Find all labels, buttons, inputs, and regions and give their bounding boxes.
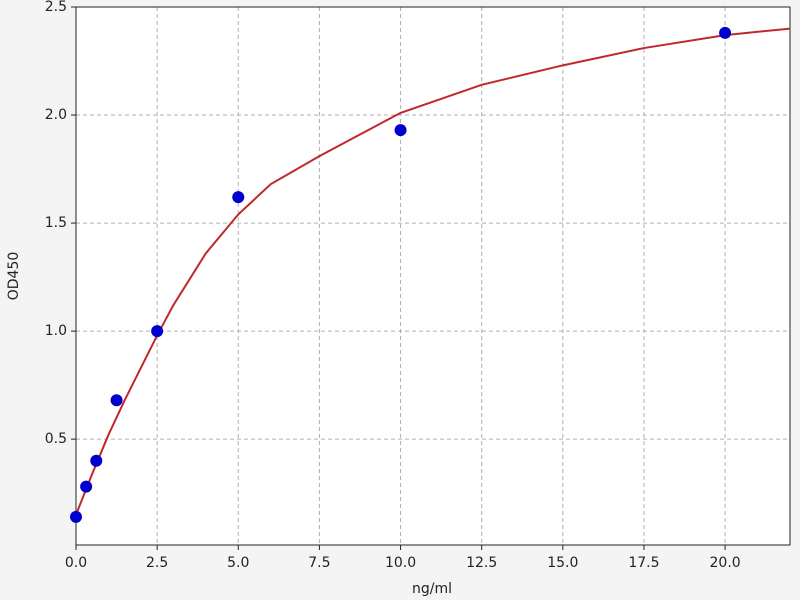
data-point [80, 480, 93, 493]
x-tick-label: 7.5 [308, 555, 330, 571]
y-tick-label: 2.5 [45, 0, 67, 15]
x-tick-label: 10.0 [385, 555, 416, 571]
data-point [394, 124, 407, 137]
data-point [719, 26, 732, 39]
x-tick-label: 20.0 [710, 555, 741, 571]
plot-area [76, 7, 790, 545]
y-tick-label: 0.5 [45, 431, 67, 447]
y-tick-label: 1.5 [45, 215, 67, 231]
data-point [110, 394, 123, 407]
x-tick-label: 0.0 [65, 555, 87, 571]
plot-frame [75, 6, 791, 546]
data-point [151, 325, 164, 338]
x-tick-label: 17.5 [628, 555, 659, 571]
x-tick-label: 12.5 [466, 555, 497, 571]
x-tick-label: 15.0 [547, 555, 578, 571]
data-point [232, 191, 245, 204]
fit-curve [75, 27, 791, 516]
data-point [90, 454, 103, 467]
x-tick-label: 2.5 [146, 555, 168, 571]
y-tick-label: 2.0 [45, 107, 67, 123]
x-tick-label: 5.0 [227, 555, 249, 571]
y-tick-label: 1.0 [45, 323, 67, 339]
y-axis-label: OD450 [6, 252, 22, 301]
data-point [70, 510, 82, 523]
x-axis-label: ng/ml [412, 581, 452, 597]
